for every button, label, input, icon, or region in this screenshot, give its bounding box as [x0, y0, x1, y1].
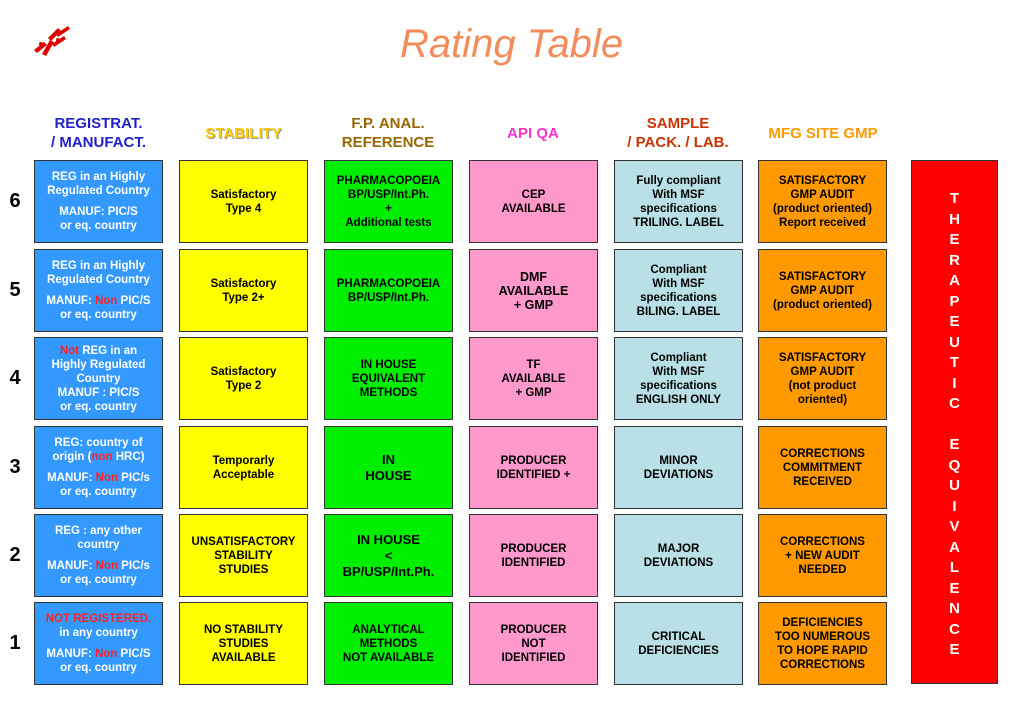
cell-api-qa-rating-4: TF AVAILABLE + GMP	[469, 337, 598, 420]
cell-stability-rating-5: Satisfactory Type 2+	[179, 249, 308, 332]
cell-api-qa-rating-6: CEP AVAILABLE	[469, 160, 598, 243]
cell-fp-analysis-rating-3: IN HOUSE	[324, 426, 453, 509]
column-header-api-qa: API QA	[507, 124, 559, 142]
cell-fp-analysis-rating-2: IN HOUSE < BP/USP/Int.Ph.	[324, 514, 453, 597]
highlight-text: Non	[94, 295, 118, 307]
page-title: Rating Table	[399, 22, 624, 66]
cell-mfg-site-gmp-rating-6: SATISFACTORY GMP AUDIT (product oriented) R…	[758, 160, 887, 243]
cell-stability-rating-6: Satisfactory Type 4	[179, 160, 308, 243]
cell-mfg-site-gmp-rating-5: SATISFACTORY GMP AUDIT (product oriented)	[758, 249, 887, 332]
highlight-text: Non	[94, 648, 118, 660]
therapeutic-equivalence-letter: Q	[948, 456, 961, 474]
cell-sample-pack-lab-rating-5: Compliant With MSF specifications BILING. L…	[614, 249, 743, 332]
rating-number: 3	[9, 455, 21, 478]
therapeutic-equivalence-letter: H	[949, 210, 960, 228]
therapeutic-equivalence-letter: U	[949, 477, 960, 494]
therapeutic-equivalence-letter: R	[949, 251, 960, 269]
cell-fp-analysis-rating-5: PHARMACOPOEIA BP/USP/Int.Ph.	[324, 249, 453, 332]
therapeutic-equivalence-letter: C	[949, 620, 960, 638]
therapeutic-equivalence-letter: V	[949, 518, 960, 535]
therapeutic-equivalence-letter: C	[949, 395, 960, 412]
cell-sample-pack-lab-rating-6: Fully compliant With MSF specifications TRI…	[614, 160, 743, 243]
rating-number: 1	[9, 631, 21, 654]
therapeutic-equivalence-letter: E	[949, 231, 960, 248]
column-header-mfg-site-gmp: MFG SITE GMP	[768, 124, 878, 142]
cell-registration-rating-1: NOT REGISTERED. in any country MANUF: Non …	[34, 602, 163, 685]
column-header-registration: REGISTRAT. / MANUFACT.	[51, 115, 146, 151]
cell-api-qa-rating-1: PRODUCER NOT IDENTIFIED	[469, 602, 598, 685]
msf-logo-icon	[34, 26, 70, 56]
highlight-text: Non	[95, 472, 118, 484]
therapeutic-equivalence-letter: N	[949, 600, 960, 617]
cell-registration-rating-3: REG: country of origin (non HRC) MANUF: No…	[34, 426, 163, 509]
therapeutic-equivalence-letter: I	[952, 497, 957, 515]
cell-stability-rating-3: Temporarly Acceptable	[179, 426, 308, 509]
therapeutic-equivalence-letter: E	[949, 313, 960, 330]
therapeutic-equivalence-letter: L	[949, 559, 960, 576]
cell-registration-rating-6: REG in an Highly Regulated Country MANUF: …	[34, 160, 163, 243]
column-header-stability: STABILITY	[205, 124, 282, 142]
therapeutic-equivalence-letter: A	[949, 538, 960, 556]
cell-fp-analysis-rating-4: IN HOUSE EQUIVALENT METHODS	[324, 337, 453, 420]
highlight-text: NOT REGISTERED.	[45, 613, 152, 625]
therapeutic-equivalence-letter: A	[949, 272, 960, 289]
cell-stability-rating-4: Satisfactory Type 2	[179, 337, 308, 420]
highlight-text: non	[91, 451, 113, 463]
cell-mfg-site-gmp-rating-2: CORRECTIONS + NEW AUDIT NEEDED	[758, 514, 887, 597]
cell-mfg-site-gmp-rating-4: SATISFACTORY GMP AUDIT (not product oriente…	[758, 337, 887, 420]
highlight-text: Not	[59, 344, 79, 357]
rating-number: 6	[9, 189, 21, 212]
column-header-fp-analysis: F.P. ANAL. REFERENCE	[341, 115, 435, 151]
cell-sample-pack-lab-rating-3: MINOR DEVIATIONS	[614, 426, 743, 509]
cell-registration-rating-2: REG : any other country MANUF: Non PIC/s or…	[34, 514, 163, 597]
therapeutic-equivalence-letter: P	[949, 292, 960, 310]
rating-number: 4	[9, 366, 21, 389]
cell-registration-rating-5: REG in an Highly Regulated Country MANUF: …	[34, 249, 163, 332]
cell-mfg-site-gmp-rating-3: CORRECTIONS COMMITMENT RECEIVED	[758, 426, 887, 509]
cell-api-qa-rating-3: PRODUCER IDENTIFIED +	[469, 426, 598, 509]
therapeutic-equivalence-letter: E	[949, 436, 960, 453]
cell-fp-analysis-rating-1: ANALYTICAL METHODS NOT AVAILABLE	[324, 602, 453, 685]
rating-number: 2	[9, 543, 21, 566]
cell-stability-rating-2: UNSATISFACTORY STABILITY STUDIES	[179, 514, 308, 597]
therapeutic-equivalence-letter: T	[949, 354, 960, 371]
cell-sample-pack-lab-rating-2: MAJOR DEVIATIONS	[614, 514, 743, 597]
therapeutic-equivalence-letter: I	[952, 374, 957, 392]
cell-api-qa-rating-2: PRODUCER IDENTIFIED	[469, 514, 598, 597]
cell-sample-pack-lab-rating-1: CRITICAL DEFICIENCIES	[614, 602, 743, 685]
cell-mfg-site-gmp-rating-1: DEFICIENCIES TOO NUMEROUS TO HOPE RAPID COR…	[758, 602, 887, 685]
therapeutic-equivalence-letter: E	[949, 579, 960, 597]
therapeutic-equivalence-letter: E	[949, 641, 960, 658]
rating-number: 5	[9, 278, 21, 301]
cell-registration-rating-4: Not REG in an Highly Regulated Country MANU…	[34, 337, 163, 420]
column-header-sample-pack-lab: SAMPLE / PACK. / LAB.	[627, 115, 729, 151]
cell-stability-rating-1: NO STABILITY STUDIES AVAILABLE	[179, 602, 308, 685]
therapeutic-equivalence-letter: T	[949, 190, 960, 207]
highlight-text: Non	[95, 560, 118, 572]
cell-sample-pack-lab-rating-4: Compliant With MSF specifications ENGLISH O…	[614, 337, 743, 420]
therapeutic-equivalence-letter: U	[949, 333, 960, 351]
cell-api-qa-rating-5: DMF AVAILABLE + GMP	[469, 249, 598, 332]
cell-fp-analysis-rating-6: PHARMACOPOEIA BP/USP/Int.Ph. + Additional t…	[324, 160, 453, 243]
